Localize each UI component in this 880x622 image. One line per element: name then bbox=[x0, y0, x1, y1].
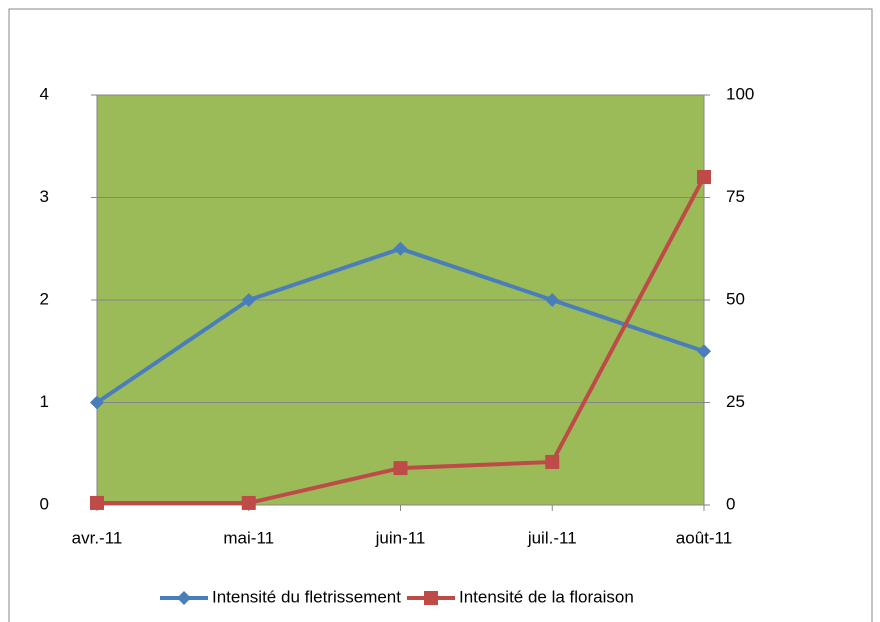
data-point bbox=[90, 395, 104, 410]
y2-tick-label: 100 bbox=[726, 84, 754, 103]
y-tick-label: 0 bbox=[40, 494, 49, 513]
data-point bbox=[393, 241, 408, 256]
data-point bbox=[90, 495, 104, 510]
chart-frame bbox=[8, 8, 873, 622]
y2-tick-label: 25 bbox=[726, 392, 745, 411]
data-point bbox=[241, 495, 256, 510]
legend-label: Intensité de la floraison bbox=[459, 587, 634, 606]
data-point bbox=[697, 170, 711, 184]
y2-tick-label: 0 bbox=[726, 494, 735, 513]
y-tick-label: 2 bbox=[40, 289, 49, 308]
data-point bbox=[697, 344, 711, 359]
x-tick-label: avr.-11 bbox=[72, 528, 123, 547]
data-point bbox=[241, 293, 256, 307]
y-tick-label: 4 bbox=[40, 84, 49, 103]
data-point bbox=[393, 461, 408, 476]
y-tick-label: 3 bbox=[40, 187, 49, 206]
x-tick-label: août-11 bbox=[676, 528, 732, 547]
x-tick-label: juil.-11 bbox=[527, 528, 577, 547]
x-tick-label: juin-11 bbox=[375, 528, 426, 547]
data-point bbox=[545, 293, 560, 307]
legend-marker bbox=[423, 591, 438, 605]
x-tick-label: mai-11 bbox=[223, 528, 274, 547]
y2-tick-label: 50 bbox=[726, 289, 745, 308]
y-tick-label: 1 bbox=[40, 392, 49, 411]
legend-label: Intensité du fletrissement bbox=[212, 587, 401, 606]
legend-marker bbox=[177, 591, 191, 605]
data-point bbox=[545, 454, 560, 469]
y2-tick-label: 75 bbox=[726, 187, 745, 206]
